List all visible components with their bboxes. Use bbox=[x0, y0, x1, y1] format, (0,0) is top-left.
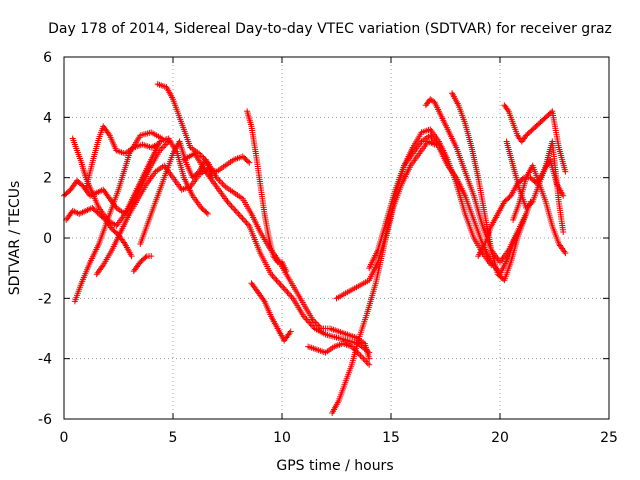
series-arc-10 bbox=[180, 150, 373, 356]
data-point bbox=[528, 200, 535, 207]
series-arc-06 bbox=[93, 153, 253, 278]
x-axis-label: GPS time / hours bbox=[276, 458, 393, 474]
data-point bbox=[519, 175, 526, 182]
y-tick-label: 2 bbox=[43, 171, 52, 187]
series-arc-17 bbox=[422, 96, 530, 266]
y-tick-label: 0 bbox=[43, 231, 52, 247]
data-point bbox=[560, 192, 567, 199]
data-point bbox=[142, 254, 149, 261]
series-arc-22 bbox=[475, 156, 567, 260]
data-point bbox=[562, 250, 569, 257]
data-point bbox=[154, 141, 161, 148]
series-arc-19 bbox=[501, 102, 569, 175]
data-point bbox=[128, 253, 135, 260]
series-arc-03 bbox=[69, 135, 211, 229]
series-arc-05 bbox=[82, 123, 161, 193]
series-arc-07 bbox=[130, 253, 155, 275]
data-point bbox=[159, 135, 166, 142]
series-arc-11 bbox=[244, 108, 290, 275]
data-point bbox=[204, 210, 211, 217]
data-point bbox=[366, 361, 373, 368]
y-tick-label: -6 bbox=[38, 412, 52, 428]
y-tick-label: -2 bbox=[38, 291, 52, 307]
x-tick-label: 10 bbox=[273, 430, 291, 446]
tick-layer: 0 5 10 15 20 25 -6 -4 -2 0 2 4 6 bbox=[38, 50, 618, 446]
data-point bbox=[148, 253, 155, 260]
series-arc-18 bbox=[449, 90, 534, 284]
data-point bbox=[244, 158, 251, 165]
x-tick-label: 20 bbox=[491, 430, 509, 446]
x-tick-label: 25 bbox=[600, 430, 618, 446]
series-arc-13 bbox=[305, 340, 373, 368]
data-point bbox=[287, 328, 294, 335]
data-point bbox=[283, 268, 290, 275]
x-tick-label: 15 bbox=[382, 430, 400, 446]
series-arc-04 bbox=[71, 129, 166, 305]
y-tick-label: -4 bbox=[38, 352, 52, 368]
y-tick-label: 6 bbox=[43, 50, 52, 66]
y-tick-label: 4 bbox=[43, 110, 52, 126]
x-tick-label: 5 bbox=[169, 430, 178, 446]
x-tick-label: 0 bbox=[60, 430, 69, 446]
data-point bbox=[366, 355, 373, 362]
series-arc-08 bbox=[137, 138, 216, 248]
data-point bbox=[203, 209, 210, 216]
y-axis-label: SDTVAR / TECUs bbox=[7, 181, 23, 296]
series-arc-12 bbox=[248, 280, 294, 344]
data-point bbox=[560, 228, 567, 235]
data-point bbox=[246, 159, 253, 166]
data-point bbox=[366, 349, 373, 356]
data-points-layer bbox=[61, 81, 569, 416]
chart-title: Day 178 of 2014, Sidereal Day-to-day VTE… bbox=[48, 21, 612, 37]
series-arc-02 bbox=[63, 204, 135, 260]
data-point bbox=[562, 168, 569, 175]
